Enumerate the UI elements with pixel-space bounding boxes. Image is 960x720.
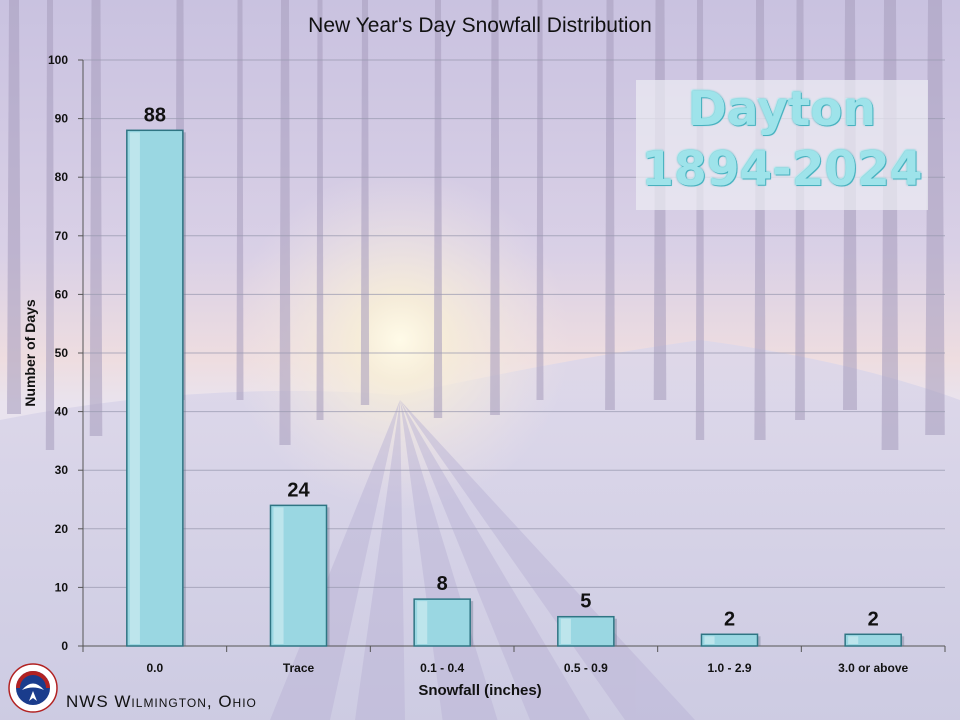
data-labels: 88 24 8 5 2 2: [144, 104, 879, 630]
bar-highlight: [273, 507, 284, 644]
data-label: 24: [287, 479, 310, 501]
x-axis-label: Snowfall (inches): [418, 682, 542, 699]
bar-2: [413, 598, 471, 647]
y-tick-label: 30: [55, 463, 69, 477]
bar-highlight: [560, 618, 571, 644]
data-label: 88: [144, 104, 166, 126]
y-tick-label: 100: [48, 53, 68, 67]
y-tick-labels: 0 10 20 30 40 50 60 70 80 90 100: [48, 53, 83, 653]
location-overlay: Dayton 1894-2024: [636, 80, 928, 210]
nws-logo-icon: [8, 663, 58, 713]
x-tick-label: 0.1 - 0.4: [420, 661, 464, 675]
y-axis-label: Number of Days: [22, 299, 38, 407]
bar-4: [700, 633, 759, 647]
y-tick-label: 90: [55, 112, 69, 126]
bar-highlight: [129, 132, 140, 644]
y-tick-label: 20: [55, 522, 69, 536]
bar-0: [126, 129, 184, 647]
footer-office-name: NWS Wilmington, Ohio: [66, 692, 257, 711]
y-tick-label: 0: [61, 639, 68, 653]
x-tick-label: 0.0: [146, 661, 163, 675]
x-tick-label: 0.5 - 0.9: [564, 661, 608, 675]
bar-highlight: [848, 636, 859, 644]
x-tick-label: 1.0 - 2.9: [707, 661, 751, 675]
data-label: 2: [724, 608, 735, 630]
bar-5: [844, 633, 902, 647]
bar-1: [269, 504, 328, 647]
x-tick-label: Trace: [283, 661, 315, 675]
overlay-location: Dayton: [687, 82, 877, 137]
x-tick-label: 3.0 or above: [838, 661, 908, 675]
data-label: 2: [868, 608, 879, 630]
overlay-period: 1894-2024: [641, 142, 923, 197]
y-tick-label: 50: [55, 346, 69, 360]
chart-title: New Year's Day Snowfall Distribution: [308, 14, 652, 37]
x-tick-labels: 0.0 Trace 0.1 - 0.4 0.5 - 0.9 1.0 - 2.9 3.0 o…: [82, 646, 946, 675]
bar-3: [557, 615, 615, 647]
y-tick-label: 80: [55, 170, 69, 184]
bar-highlight: [417, 601, 428, 644]
bar-highlight: [704, 636, 715, 644]
y-tick-label: 40: [55, 405, 69, 419]
y-tick-label: 10: [55, 580, 69, 594]
data-label: 5: [580, 591, 591, 613]
bars: [126, 129, 905, 647]
y-tick-label: 70: [55, 229, 69, 243]
data-label: 8: [437, 573, 448, 595]
y-tick-label: 60: [55, 287, 69, 301]
